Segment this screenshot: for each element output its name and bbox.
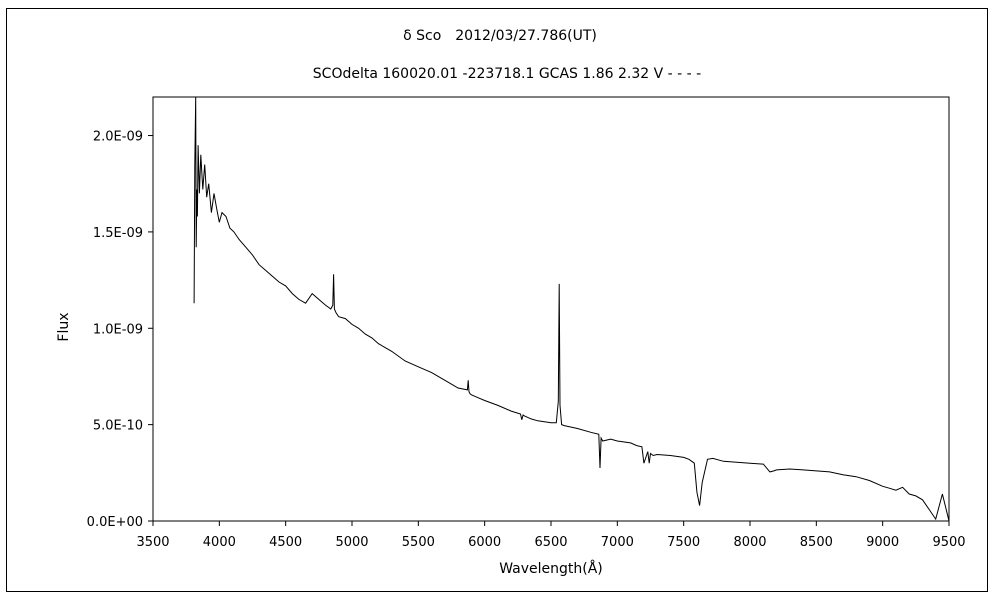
x-tick-label: 6500: [534, 535, 567, 550]
y-tick-label: 5.0E-10: [93, 419, 143, 434]
x-tick-label: 3500: [136, 535, 169, 550]
x-tick-label: 9500: [932, 535, 965, 550]
x-tick-label: 5500: [402, 535, 435, 550]
series-line: [193, 96, 950, 522]
x-tick-label: 7500: [667, 535, 700, 550]
x-axis-label: Wavelength(Å): [499, 560, 603, 577]
y-tick-label: 1.5E-09: [93, 226, 143, 241]
y-tick-label: 2.0E-09: [93, 130, 143, 145]
x-tick-label: 4500: [269, 535, 302, 550]
x-tick-label: 4000: [203, 535, 236, 550]
chart-title: δ Sco 2012/03/27.786(UT): [403, 28, 597, 44]
x-tick-label: 9000: [866, 535, 899, 550]
chart-frame: [6, 8, 988, 592]
x-axis-ticks: 3500 4000 4500 5000 5500 6000 6500 7000 7500 8000…: [136, 521, 966, 550]
y-axis-ticks: 0.0E+00 5.0E-10 1.0E-09 1.5E-09 2.0E-09: [87, 130, 153, 530]
x-tick-label: 7000: [601, 535, 634, 550]
plot-area: [152, 96, 950, 522]
x-tick-label: 5000: [335, 535, 368, 550]
x-tick-label: 8000: [733, 535, 766, 550]
x-tick-label: 8500: [800, 535, 833, 550]
y-tick-label: 0.0E+00: [87, 515, 143, 530]
y-axis-label: Flux: [56, 312, 72, 341]
x-tick-label: 6000: [468, 535, 501, 550]
y-tick-label: 1.0E-09: [93, 322, 143, 337]
chart-subtitle: SCOdelta 160020.01 -223718.1 GCAS 1.86 2…: [313, 66, 701, 82]
